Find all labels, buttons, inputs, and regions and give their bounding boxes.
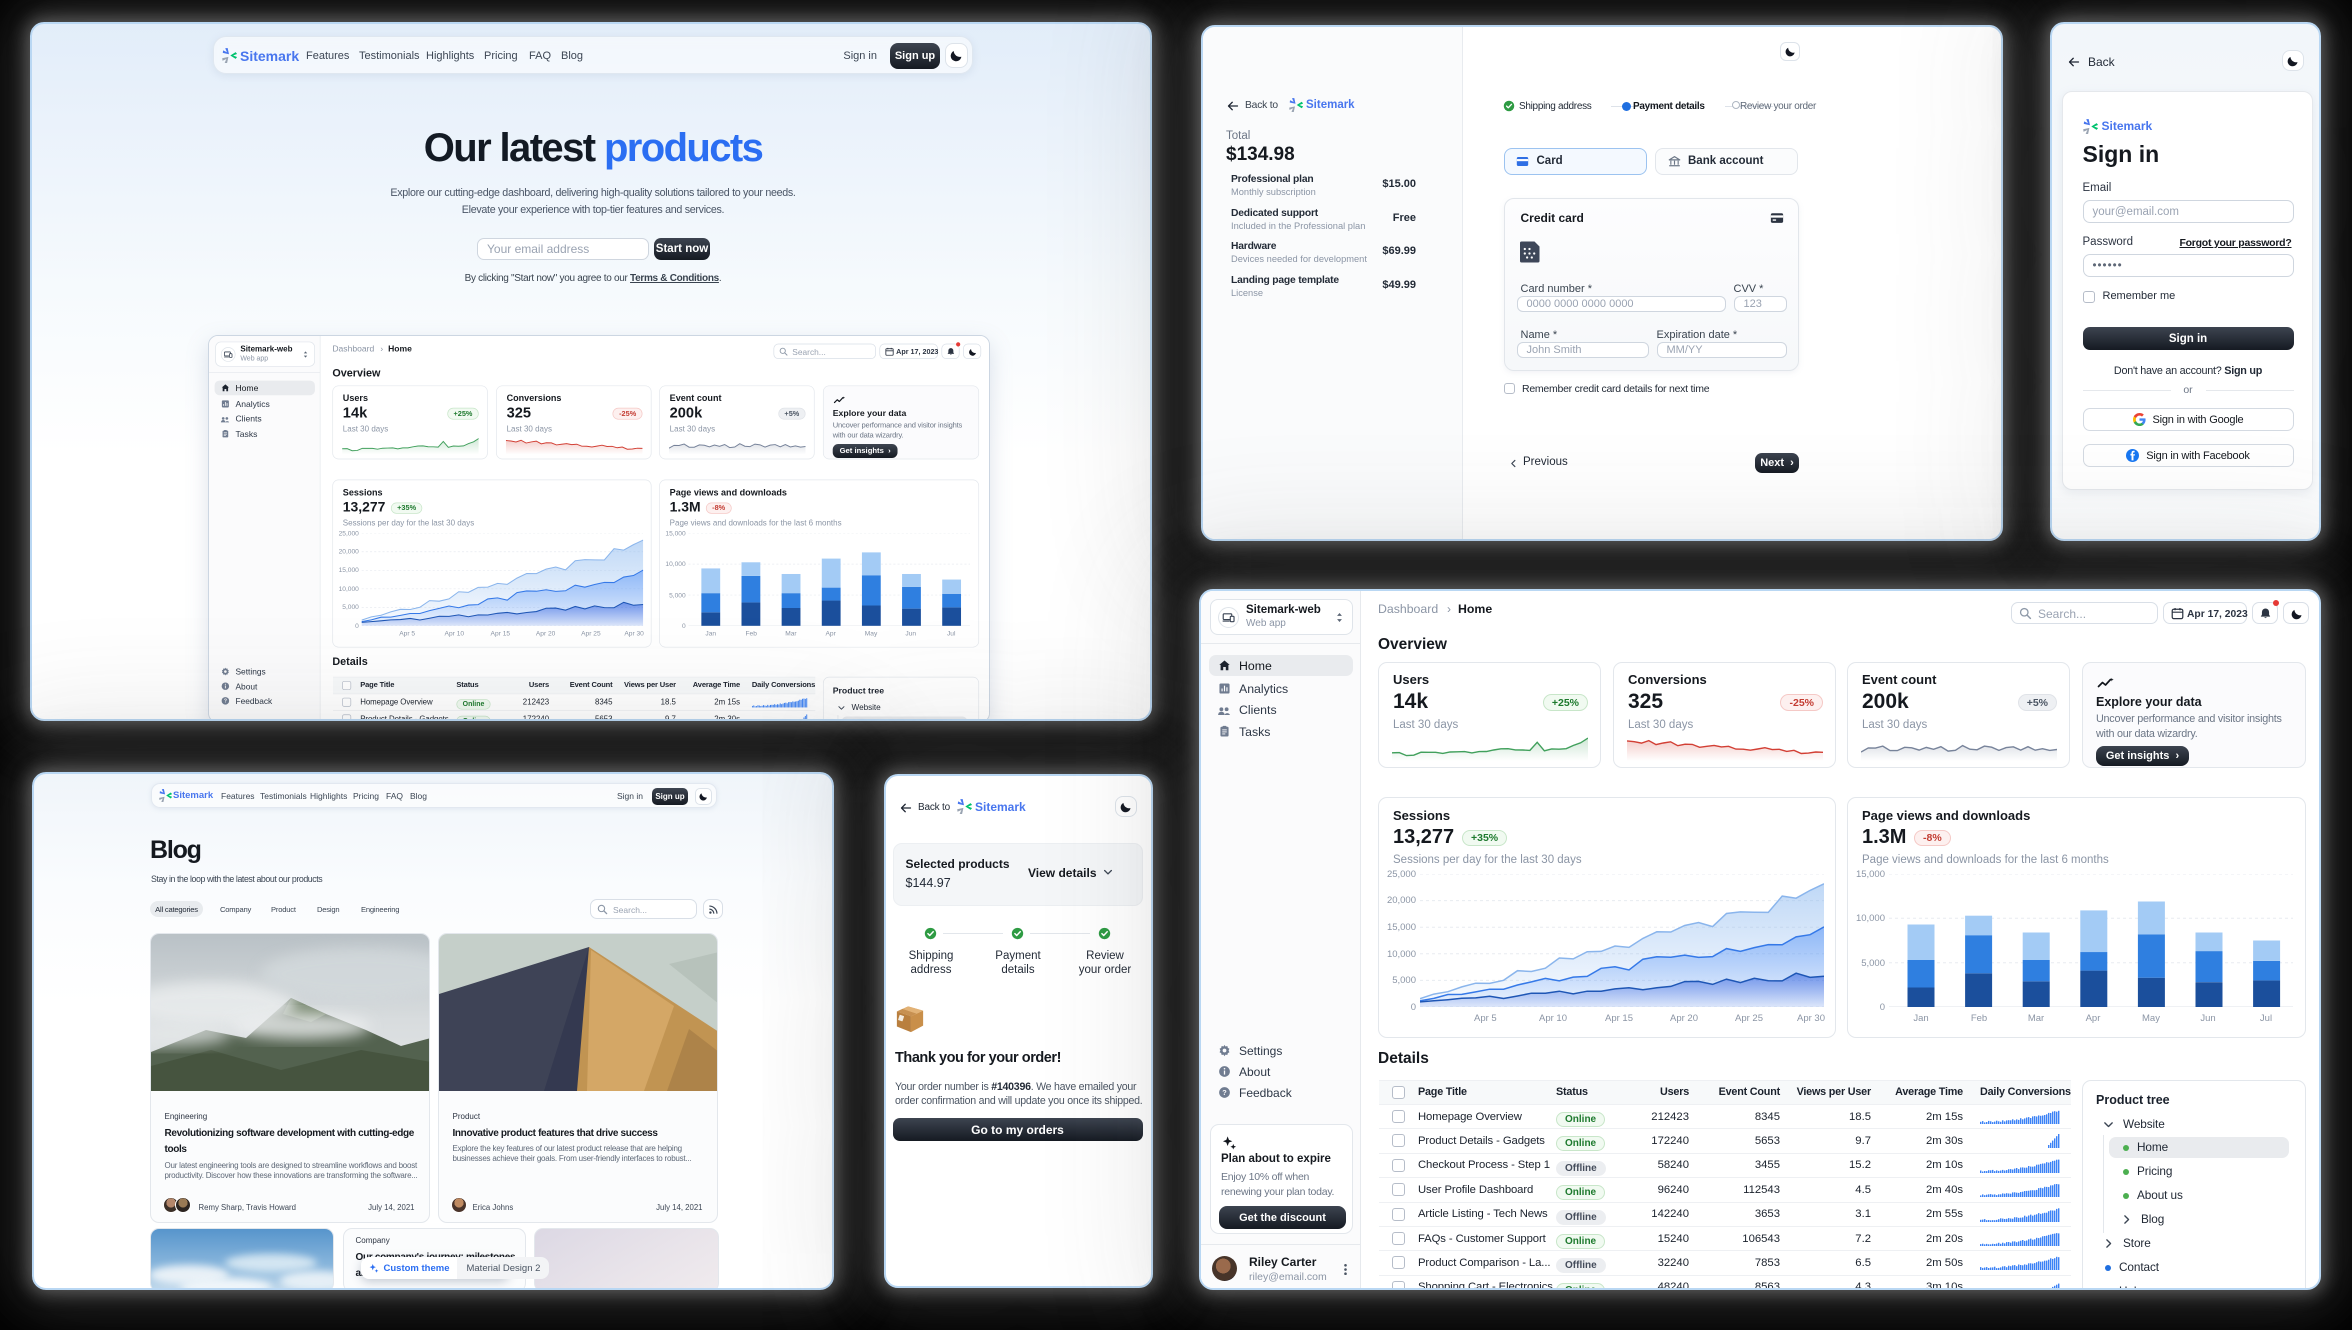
svg-text:?: ? <box>224 699 227 705</box>
svg-text:?: ? <box>1222 1088 1227 1097</box>
